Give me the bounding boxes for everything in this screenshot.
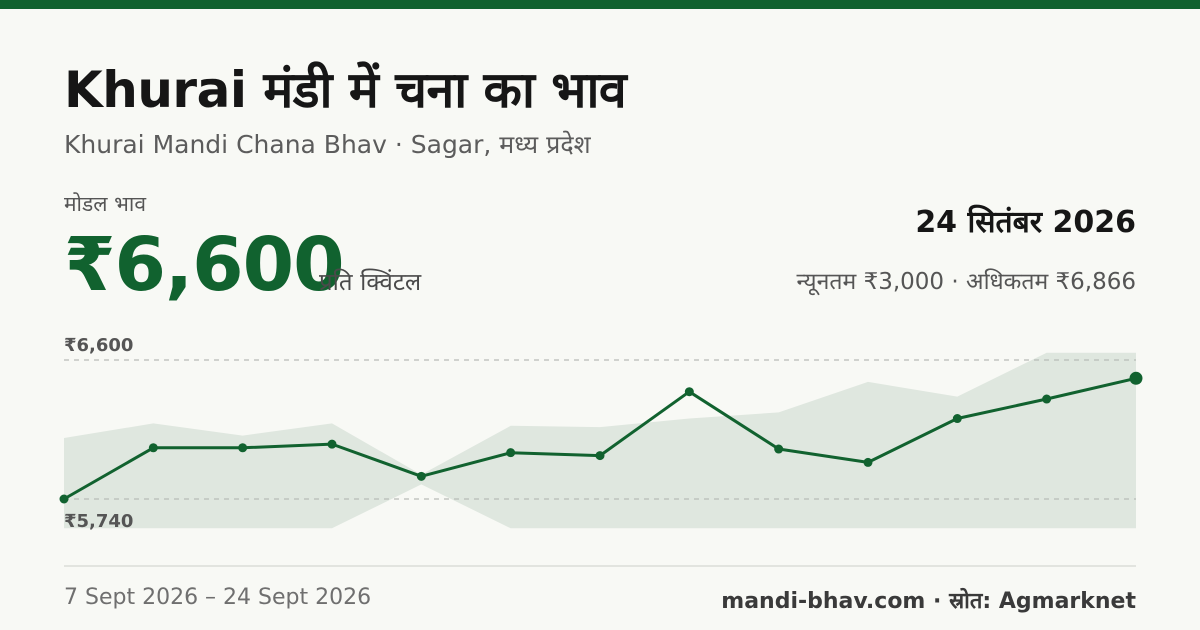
source-label: स्रोत:	[949, 589, 992, 614]
source-name: Agmarknet	[998, 589, 1136, 614]
site-name: mandi-bhav.com	[721, 589, 926, 614]
price-date: 24 सितंबर 2026	[915, 205, 1136, 240]
min-value: ₹3,000	[863, 269, 945, 295]
page-title: Khurai मंडी में चना का भाव	[64, 61, 627, 119]
min-label: न्यूनतम	[796, 269, 857, 295]
max-value: ₹6,866	[1055, 269, 1136, 295]
data-point	[863, 457, 873, 467]
data-point	[238, 443, 248, 453]
data-point	[1042, 394, 1052, 404]
date-range: 7 Sept 2026 – 24 Sept 2026	[64, 585, 372, 610]
reference-label: ₹6,600	[64, 335, 133, 356]
data-point	[684, 387, 694, 397]
data-point	[506, 448, 516, 458]
data-point	[952, 414, 962, 424]
modal-price-label: मोडल भाव	[64, 192, 147, 216]
max-label: अधिकतम	[966, 269, 1049, 295]
min-max-summary: न्यूनतम ₹3,000 · अधिकतम ₹6,866	[797, 264, 1137, 296]
data-point	[416, 471, 426, 481]
data-point	[59, 494, 69, 504]
footer-divider	[64, 565, 1136, 567]
data-point	[1129, 371, 1143, 385]
data-point	[774, 444, 784, 454]
price-unit: प्रति क्विंटल	[319, 268, 422, 296]
modal-price-value: ₹6,600	[64, 222, 345, 308]
data-point	[148, 443, 158, 453]
footer-separator: ·	[933, 589, 942, 614]
data-point	[327, 439, 337, 449]
top-accent-bar	[0, 0, 1200, 9]
min-max-separator: ·	[951, 269, 959, 295]
price-trend-chart: ₹6,600 ₹5,740	[59, 335, 1143, 532]
footer-credit: mandi-bhav.com · स्रोत: Agmarknet	[721, 585, 1136, 615]
page-subtitle: Khurai Mandi Chana Bhav · Sagar, मध्य प्…	[64, 130, 591, 159]
data-point	[595, 451, 605, 461]
reference-label: ₹5,740	[64, 511, 133, 532]
price-range-band	[64, 352, 1136, 529]
